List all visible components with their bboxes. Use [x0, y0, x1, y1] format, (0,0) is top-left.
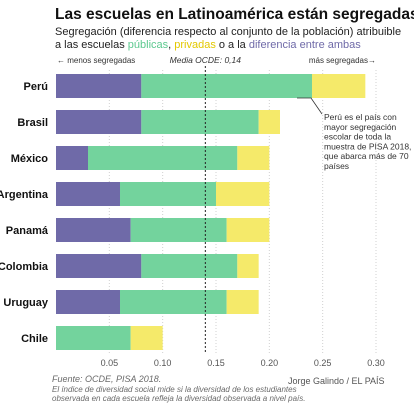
callout-line-4: que abarca más de 70 — [324, 151, 409, 161]
bar-7-1 — [56, 326, 131, 350]
bar-6-2 — [226, 290, 259, 314]
callout-connector — [297, 97, 323, 115]
callout-line-2: escolar de toda la — [324, 132, 391, 142]
callout-line-3: muestra de PISA 2018, — [324, 141, 411, 151]
bar-4-2 — [226, 218, 270, 242]
less-segregated-hint: ← menos segregadas — [57, 56, 135, 65]
footer-note-2: observada en cada escuela refleja la div… — [52, 394, 306, 403]
bar-3-1 — [120, 182, 216, 206]
bar-6-1 — [120, 290, 227, 314]
chart-title: Las escuelas en Latinoamérica están segr… — [55, 6, 414, 23]
callout-line-1: mayor segregación — [324, 122, 397, 132]
bar-1-1 — [141, 110, 259, 134]
footer-note-1: El índice de diversidad social mide si l… — [52, 385, 297, 394]
category-label-0: Perú — [24, 81, 48, 93]
subtitle-or: o a la — [215, 39, 249, 51]
x-tick-label-5: 0.30 — [367, 358, 385, 368]
category-label-1: Brasil — [17, 117, 48, 129]
footer: Fuente: OCDE, PISA 2018. El índice de di… — [52, 374, 306, 403]
bar-3-2 — [216, 182, 270, 206]
callout-line-0: Perú es el país con — [324, 112, 397, 122]
bar-4-1 — [130, 218, 227, 242]
bar-1-2 — [258, 110, 280, 134]
bar-2-2 — [237, 146, 270, 170]
bar-0-1 — [141, 74, 312, 98]
callout-line-5: países — [324, 161, 349, 171]
x-tick-label-0: 0.05 — [101, 358, 119, 368]
x-tick-label-1: 0.10 — [154, 358, 172, 368]
bar-5-1 — [141, 254, 238, 278]
x-tick-label-3: 0.20 — [261, 358, 279, 368]
subtitle-public: públicas — [127, 39, 169, 51]
subtitle-prefix: Segregación (diferencia respecto al conj… — [55, 26, 402, 51]
bar-5-0 — [56, 254, 142, 278]
chart-subtitle: Segregación (diferencia respecto al conj… — [55, 26, 407, 52]
x-tick-label-2: 0.15 — [207, 358, 225, 368]
category-label-7: Chile — [21, 333, 48, 345]
bar-3-0 — [56, 182, 120, 206]
reference-line-label: Media OCDE: 0,14 — [170, 55, 242, 65]
x-tick-label-4: 0.25 — [314, 358, 332, 368]
subtitle-diff: diferencia entre ambas — [248, 39, 361, 51]
bar-1-0 — [56, 110, 142, 134]
subtitle-private: privadas — [174, 39, 216, 51]
bar-5-2 — [237, 254, 259, 278]
bar-2-0 — [56, 146, 88, 170]
bar-7-2 — [130, 326, 163, 350]
category-label-6: Uruguay — [3, 297, 49, 309]
category-label-4: Panamá — [6, 225, 49, 237]
bar-0-2 — [312, 74, 366, 98]
category-label-2: México — [11, 153, 49, 165]
category-label-5: Colombia — [0, 261, 49, 273]
bar-4-0 — [56, 218, 131, 242]
category-label-3: Argentina — [0, 189, 49, 201]
footer-credit: Jorge Galindo / EL PAÍS — [288, 376, 385, 386]
bar-0-0 — [56, 74, 142, 98]
bar-6-0 — [56, 290, 120, 314]
footer-source: Fuente: OCDE, PISA 2018. — [52, 374, 162, 384]
bar-2-1 — [88, 146, 238, 170]
subtitle-sep: , — [168, 39, 175, 51]
more-segregated-hint: más segregadas→ — [309, 56, 376, 65]
